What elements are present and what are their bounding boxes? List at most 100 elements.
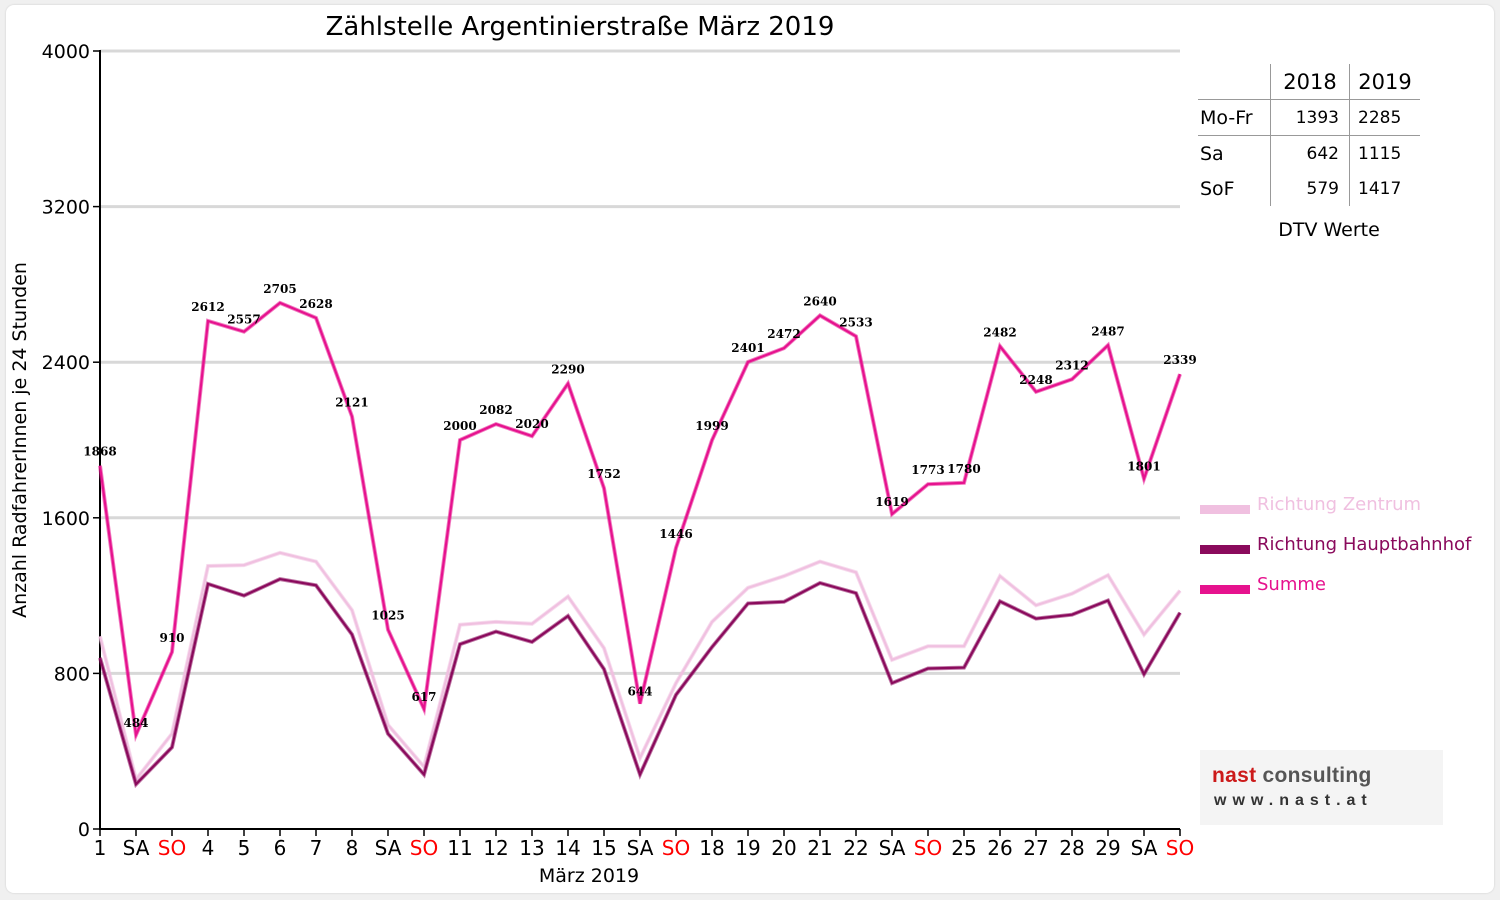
data-label: 2487 — [1091, 324, 1124, 338]
data-label: 2312 — [1055, 358, 1088, 372]
x-tick-label: SO — [662, 836, 690, 860]
x-axis-label: März 2019 — [539, 865, 639, 887]
dtv-value: 579 — [1270, 171, 1350, 206]
data-label: 1752 — [587, 467, 620, 481]
y-tick-label: 3200 — [42, 197, 90, 219]
dtv-header-2019: 2019 — [1349, 64, 1420, 100]
x-tick-label: SO — [158, 836, 186, 860]
x-tick-label: 5 — [238, 836, 251, 860]
dtv-value: 1393 — [1270, 99, 1350, 136]
x-tick-label: SA — [1131, 836, 1158, 860]
dtv-value: 1115 — [1349, 135, 1420, 171]
data-label: 2000 — [443, 419, 476, 433]
data-label: 2612 — [191, 300, 224, 314]
x-tick-label: 15 — [591, 836, 616, 860]
x-tick-label: 20 — [771, 836, 796, 860]
chart-title: Zählstelle Argentinierstraße März 2019 — [325, 12, 835, 42]
x-tick-label: 28 — [1059, 836, 1084, 860]
dtv-row-label: Mo-Fr — [1198, 99, 1271, 136]
nast-consulting-logo: nast consulting www.nast.at — [1200, 750, 1443, 825]
x-tick-label: 25 — [951, 836, 976, 860]
x-tick-label: 6 — [274, 836, 287, 860]
data-label: 1025 — [371, 609, 404, 623]
data-label: 1780 — [947, 462, 980, 476]
x-tick-label: 12 — [483, 836, 508, 860]
legend-label: Richtung Zentrum — [1257, 494, 1422, 515]
dtv-table: 2018 2019 Mo-Fr 1393 2285 Sa 642 1115 So… — [1198, 64, 1420, 247]
y-tick-label: 0 — [78, 819, 90, 841]
data-label: 2482 — [983, 325, 1016, 339]
x-tick-label: SA — [879, 836, 906, 860]
x-tick-label: 26 — [987, 836, 1012, 860]
logo-brand-left: nast — [1212, 764, 1257, 787]
data-label: 1868 — [83, 445, 116, 459]
y-axis-label: Anzahl RadfahrerInnen je 24 Stunden — [9, 262, 31, 618]
x-tick-label: SO — [1166, 836, 1194, 860]
legend-swatch — [1200, 505, 1250, 514]
data-label: 910 — [159, 631, 184, 645]
y-tick-label: 2400 — [42, 352, 90, 374]
data-label: 1801 — [1127, 460, 1160, 474]
y-tick-label: 4000 — [42, 41, 90, 63]
data-label: 2640 — [803, 295, 836, 309]
series-line — [98, 577, 1181, 787]
legend-swatch — [1200, 545, 1250, 554]
x-tick-label: 21 — [807, 836, 832, 860]
x-tick-label: SA — [627, 836, 654, 860]
logo-brand-right: consulting — [1262, 764, 1372, 787]
x-tick-label: 1 — [94, 836, 107, 860]
dtv-value: 1417 — [1349, 171, 1420, 206]
series-line — [98, 551, 1181, 782]
logo-url: www.nast.at — [1214, 792, 1373, 809]
data-label: 2557 — [227, 313, 260, 327]
x-tick-label: 18 — [699, 836, 724, 860]
data-label: 2628 — [299, 297, 332, 311]
x-tick-label: SA — [375, 836, 402, 860]
y-tick-label: 1600 — [42, 508, 90, 530]
x-tick-label: SO — [914, 836, 942, 860]
dtv-header-2018: 2018 — [1270, 64, 1350, 100]
x-tick-label: SA — [123, 836, 150, 860]
data-label: 1619 — [875, 495, 908, 509]
data-label: 2248 — [1019, 373, 1052, 387]
data-label: 2020 — [515, 417, 548, 431]
x-tick-label: 4 — [202, 836, 215, 860]
dtv-value: 642 — [1270, 135, 1350, 171]
data-label: 1773 — [911, 463, 944, 477]
dtv-row-label: Sa — [1198, 135, 1271, 171]
data-label: 2121 — [335, 395, 368, 409]
x-tick-label: SO — [410, 836, 438, 860]
dtv-caption: DTV Werte — [1278, 218, 1380, 241]
dtv-value: 2285 — [1349, 99, 1420, 136]
data-label: 2290 — [551, 363, 584, 377]
x-tick-label: 8 — [346, 836, 359, 860]
gridlines — [100, 49, 1180, 675]
legend-swatch — [1200, 585, 1250, 594]
x-tick-label: 27 — [1023, 836, 1048, 860]
x-tick-label: 7 — [310, 836, 323, 860]
axes: 0 800 1600 2400 3200 4000 1 SA SO 4 5 6 7 8 SA SO 11 12 13… — [42, 41, 1195, 860]
legend-label: Richtung Hauptbahnhof — [1257, 534, 1472, 555]
x-tick-label: 19 — [735, 836, 760, 860]
dtv-row-label: SoF — [1200, 177, 1235, 200]
data-label: 644 — [627, 685, 652, 699]
x-tick-label: 22 — [843, 836, 868, 860]
data-label: 2401 — [731, 341, 764, 355]
x-tick-label: 29 — [1095, 836, 1120, 860]
series-lines — [98, 300, 1182, 789]
x-tick-label: 14 — [555, 836, 580, 860]
data-label: 2472 — [767, 327, 800, 341]
data-label: 1446 — [659, 527, 692, 541]
data-label: 617 — [411, 690, 436, 704]
data-label: 2705 — [263, 282, 296, 296]
x-tick-label: 11 — [447, 836, 472, 860]
legend-label: Summe — [1257, 574, 1326, 595]
data-label: 2082 — [479, 403, 512, 417]
logo-brand: nast consulting — [1212, 764, 1372, 788]
data-label: 2533 — [839, 315, 872, 329]
x-tick-label: 13 — [519, 836, 544, 860]
data-label: 2339 — [1163, 353, 1196, 367]
data-label: 1999 — [695, 419, 728, 433]
